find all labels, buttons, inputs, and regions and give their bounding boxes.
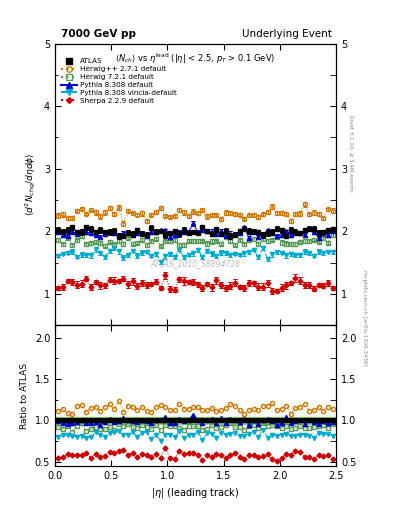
Bar: [55, 417, 336, 424]
Text: $\langle N_{ch}\rangle$ vs $\eta^\mathrm{lead}$ ($|\eta|$ < 2.5, $p_T$ > 0.1 GeV: $\langle N_{ch}\rangle$ vs $\eta^\mathrm…: [115, 52, 276, 67]
Text: ATLAS_2010_S8894728: ATLAS_2010_S8894728: [151, 259, 241, 268]
Text: mcplots.cern.ch [arXiv:1306.3436]: mcplots.cern.ch [arXiv:1306.3436]: [362, 270, 367, 365]
Legend: ATLAS, Herwig++ 2.7.1 default, Herwig 7.2.1 default, Pythia 8.308 default, Pythi: ATLAS, Herwig++ 2.7.1 default, Herwig 7.…: [61, 58, 177, 104]
Y-axis label: Ratio to ATLAS: Ratio to ATLAS: [20, 362, 29, 429]
Bar: [55, 417, 336, 424]
X-axis label: $|\eta|$ (leading track): $|\eta|$ (leading track): [151, 486, 240, 500]
Text: Rivet 3.1.10, ≥ 3.4M events: Rivet 3.1.10, ≥ 3.4M events: [348, 115, 353, 192]
Y-axis label: $\langle d^2 N_\mathrm{chg}/d\eta d\phi \rangle$: $\langle d^2 N_\mathrm{chg}/d\eta d\phi …: [24, 153, 39, 216]
Text: 7000 GeV pp: 7000 GeV pp: [61, 29, 136, 39]
Text: Underlying Event: Underlying Event: [242, 29, 332, 39]
